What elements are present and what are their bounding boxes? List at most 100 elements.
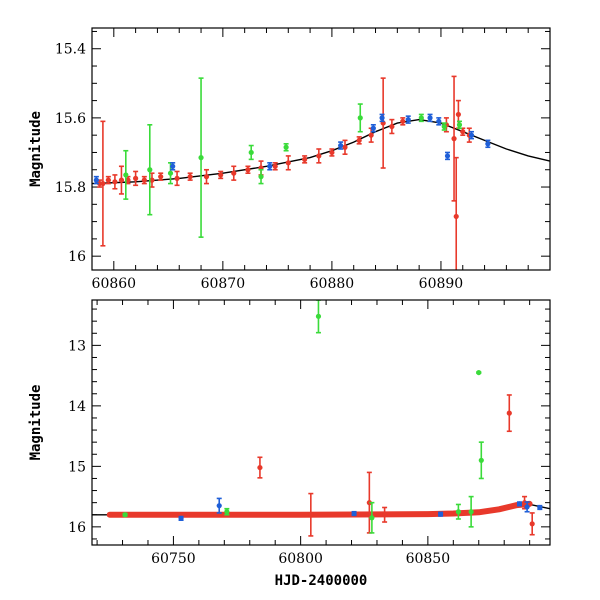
data-point — [400, 117, 406, 126]
y-axis: 15.4 15.6 15.8 16 — [55, 30, 550, 265]
point-marker — [366, 500, 372, 506]
data-point — [379, 113, 385, 123]
y-tick-label: 15.4 — [55, 42, 86, 58]
point-marker — [460, 129, 466, 135]
point-marker — [436, 118, 442, 124]
point-marker — [455, 509, 461, 515]
x-tick-label: 60860 — [92, 276, 137, 292]
point-marker — [167, 170, 174, 176]
top-panel: 60860 60870 60880 60890 15.4 15.6 15.8 16 Magnit… — [28, 27, 551, 292]
plot-frame — [91, 27, 551, 271]
data-point — [338, 141, 344, 150]
y-tick-label: 16 — [68, 249, 86, 265]
data-point — [178, 515, 184, 521]
data-point — [468, 495, 474, 528]
point-marker — [216, 503, 222, 509]
data-point — [248, 144, 254, 161]
data-point — [198, 77, 204, 238]
data-point — [329, 148, 335, 157]
data-point — [245, 165, 251, 174]
bottom-panel: 60750 60800 60850 13 14 15 16 Magnitude HJD-2400… — [28, 299, 551, 589]
point-marker — [315, 313, 322, 319]
data-point — [283, 143, 289, 152]
point-marker — [455, 111, 461, 118]
point-marker — [506, 410, 512, 416]
series-0 — [97, 75, 472, 270]
point-marker — [123, 172, 129, 178]
data-point — [216, 497, 222, 514]
data-point — [316, 148, 322, 164]
data-point — [516, 501, 523, 507]
data-point — [308, 492, 314, 537]
point-marker — [118, 177, 125, 183]
data-point — [453, 156, 459, 270]
data-point — [506, 394, 512, 433]
data-point — [342, 139, 348, 155]
x-tick-label: 60800 — [278, 551, 323, 567]
point-marker — [357, 115, 363, 121]
point-marker — [302, 156, 308, 162]
data-point — [231, 165, 237, 181]
point-marker — [468, 509, 474, 515]
data-point — [389, 118, 395, 135]
data-point — [187, 172, 193, 181]
series-2 — [178, 497, 543, 521]
point-marker — [100, 180, 106, 187]
data-point — [285, 155, 291, 171]
data-point — [356, 136, 362, 145]
point-marker — [342, 144, 348, 150]
data-point — [357, 103, 363, 133]
series-1 — [123, 77, 463, 238]
point-marker — [369, 515, 375, 521]
point-marker — [405, 117, 411, 123]
y-axis-title: Magnitude — [28, 385, 44, 461]
point-marker — [400, 118, 406, 124]
x-axis: 60750 60800 60850 — [96, 300, 531, 567]
x-axis-title: HJD-2400000 — [275, 573, 368, 589]
point-marker — [198, 155, 204, 161]
y-axis: 13 14 15 16 — [68, 308, 550, 540]
point-marker — [427, 115, 433, 121]
data-point — [147, 124, 153, 216]
data-point — [100, 120, 106, 247]
point-marker — [485, 141, 491, 147]
point-marker — [149, 177, 155, 183]
series-0 — [107, 394, 535, 537]
point-marker — [125, 177, 131, 183]
point-marker — [174, 175, 180, 181]
data-point — [302, 155, 308, 164]
point-marker — [112, 179, 118, 185]
y-axis-title: Magnitude — [28, 111, 44, 187]
data-point — [105, 175, 111, 185]
point-marker — [285, 160, 291, 166]
point-marker — [283, 144, 289, 150]
point-marker — [147, 167, 153, 173]
y-tick-label: 15 — [68, 459, 86, 475]
data-point — [485, 139, 491, 149]
data-point — [468, 130, 475, 140]
y-tick-label: 16 — [68, 520, 86, 536]
data-point — [218, 170, 224, 180]
data-point — [107, 512, 113, 518]
point-marker — [451, 136, 457, 142]
x-tick-label: 60850 — [406, 551, 451, 567]
data-point — [203, 168, 210, 185]
point-marker — [158, 174, 164, 180]
data-point — [158, 172, 164, 181]
data-point — [478, 441, 484, 480]
point-marker — [476, 369, 482, 376]
data-point — [351, 510, 357, 517]
dense-observations — [106, 500, 533, 518]
point-marker — [258, 174, 264, 180]
point-marker — [187, 174, 193, 180]
point-marker — [329, 149, 335, 156]
point-marker — [203, 174, 210, 180]
point-marker — [370, 125, 376, 131]
y-tick-label: 14 — [68, 399, 86, 415]
data-point — [418, 113, 424, 123]
data-point — [382, 506, 388, 523]
data-point — [444, 151, 451, 161]
point-marker — [356, 137, 362, 143]
data-point — [524, 501, 530, 513]
point-marker — [379, 115, 385, 121]
